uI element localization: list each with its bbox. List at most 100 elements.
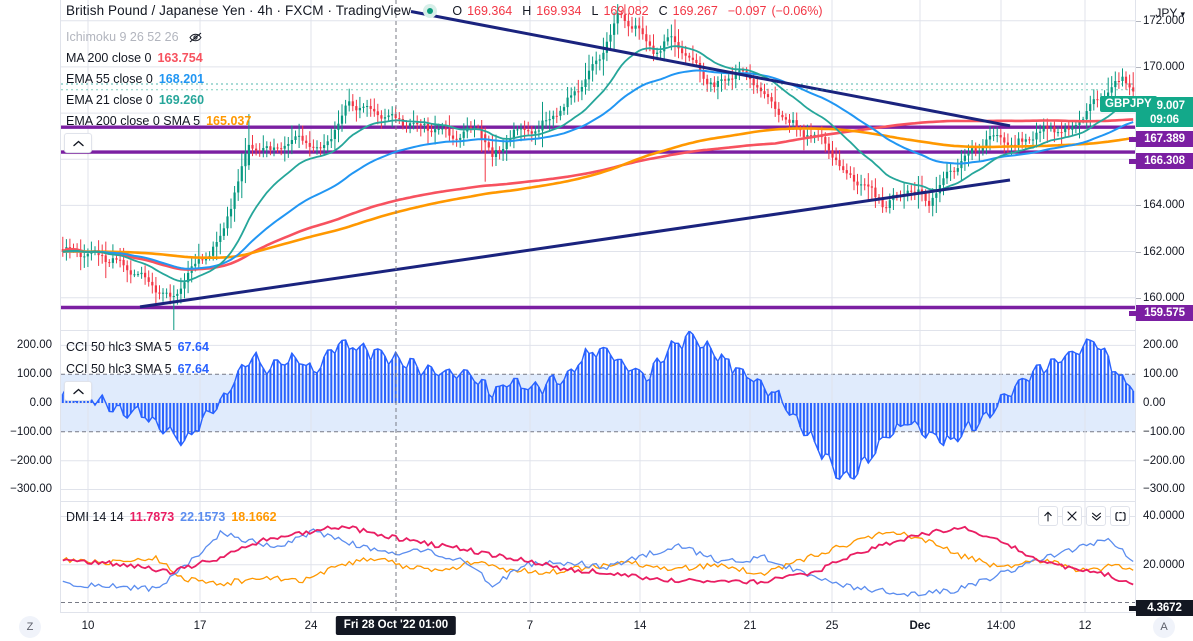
legend-ema200-value: 165.037 — [206, 114, 252, 128]
left-axis-divider — [60, 0, 61, 641]
collapse-icon[interactable] — [1086, 506, 1106, 526]
legend-cci-2[interactable]: CCI 50 hlc3 SMA 5 67.64 — [66, 362, 209, 376]
dmi-pane-toolbar[interactable] — [1038, 506, 1130, 526]
timezone-label: Z — [26, 621, 34, 633]
legend-ema21-value: 169.260 — [158, 93, 205, 107]
up-arrow-icon[interactable] — [1038, 506, 1058, 526]
maximize-icon[interactable] — [1110, 506, 1130, 526]
level-price-tag-159[interactable]: 159.575 — [1129, 305, 1193, 321]
pane-divider-1 — [0, 330, 1193, 331]
level-price-tag-166[interactable]: 166.308 — [1129, 153, 1193, 169]
cci-pane-collapse-button[interactable] — [64, 381, 92, 401]
cci-axis-label-right: 0.00 — [1143, 397, 1166, 410]
cci-pane[interactable] — [61, 331, 1135, 501]
cci-axis-label-left: 100.00 — [16, 368, 52, 381]
legend-ema200[interactable]: EMA 200 close 0 SMA 5 165.037 — [66, 114, 251, 128]
ohlc-change-pct: (−0.06%) — [771, 4, 823, 18]
ohlc-c-key: C — [658, 4, 668, 18]
legend-dmi-label: DMI 14 14 — [66, 510, 124, 524]
price-axis-label: 170.000 — [1143, 60, 1185, 73]
cci-axis-label-right: 100.00 — [1143, 368, 1179, 381]
current-price-time: 09:06 — [1150, 114, 1179, 126]
dmi-pane[interactable] — [61, 502, 1135, 613]
axis-tick — [1136, 297, 1141, 299]
ohlc-change: −0.097 — [727, 4, 767, 18]
time-axis-label: 7 — [526, 620, 534, 632]
price-pane[interactable] — [61, 0, 1135, 330]
legend-ema55-value: 168.201 — [158, 72, 205, 86]
right-axis-divider — [1135, 0, 1136, 641]
ohlc-c-value: 169.267 — [672, 4, 718, 18]
cci-axis-label-right: 200.00 — [1143, 339, 1179, 352]
legend-dmi-adx-value: 11.7873 — [129, 510, 175, 524]
legend-ma200[interactable]: MA 200 close 0 163.754 — [66, 51, 203, 65]
time-axis[interactable]: Z A 10 17 24 7 14 21 25 Dec 14:00 12 Fri 28 Oct '2… — [0, 613, 1193, 641]
dmi-axis-label: 40.0000 — [1143, 510, 1185, 523]
eye-crossed-icon[interactable] — [189, 32, 202, 46]
price-axis-label: 172.000 — [1143, 14, 1185, 27]
dmi-value-tag-text: 4.3672 — [1147, 602, 1182, 614]
ohlc-l-key: L — [591, 4, 599, 18]
legend-cci-1[interactable]: CCI 50 hlc3 SMA 5 67.64 — [66, 340, 209, 354]
cci-chart-canvas[interactable] — [61, 331, 1135, 501]
currency-selector[interactable]: JPY ▾ — [1155, 6, 1185, 20]
ohlc-o-value: 169.364 — [467, 4, 513, 18]
time-axis-label: 17 — [193, 620, 207, 632]
legend-ema55-label: EMA 55 close 0 — [66, 72, 153, 86]
legend-cci-2-label: CCI 50 hlc3 SMA 5 — [66, 362, 172, 376]
level-159-value: 159.575 — [1144, 307, 1185, 319]
time-axis-label: 14 — [633, 620, 647, 632]
ohlc-values: O 169.364 H 169.934 L 169.082 C 169.267 −0.097 (−… — [452, 4, 827, 18]
dmi-chart-canvas[interactable] — [61, 502, 1135, 613]
legend-ema21[interactable]: EMA 21 close 0 169.260 — [66, 93, 204, 107]
price-chart-canvas[interactable] — [61, 0, 1135, 330]
legend-dmi-diplus-value: 22.1573 — [180, 510, 226, 524]
legend-ichimoku[interactable]: Ichimoku 9 26 52 26 — [66, 30, 202, 46]
legend-cci-1-value: 67.64 — [177, 340, 209, 354]
symbol-price-tag[interactable]: GBPJPY — [1100, 96, 1157, 112]
time-axis-label: 12 — [1078, 620, 1092, 632]
cci-axis-label-right: −300.00 — [1143, 483, 1185, 496]
legend-ema21-label: EMA 21 close 0 — [66, 93, 153, 107]
price-axis-label: 162.000 — [1143, 245, 1185, 258]
ohlc-o-key: O — [452, 4, 463, 18]
auto-scale-button[interactable]: A — [1153, 616, 1175, 638]
close-icon[interactable] — [1062, 506, 1082, 526]
level-price-tag-167[interactable]: 167.389 — [1129, 131, 1193, 147]
ohlc-h-key: H — [522, 4, 532, 18]
cci-axis-label-left: −200.00 — [10, 454, 52, 467]
legend-dmi[interactable]: DMI 14 14 11.7873 22.1573 18.1662 — [66, 510, 277, 524]
price-pane-collapse-button[interactable] — [64, 133, 92, 153]
pane-divider-3 — [0, 612, 1193, 613]
legend-ema55[interactable]: EMA 55 close 0 168.201 — [66, 72, 204, 86]
time-axis-label: 21 — [743, 620, 757, 632]
legend-cci-2-value: 67.64 — [177, 362, 209, 376]
ohlc-l-value: 169.082 — [603, 4, 649, 18]
cci-axis-label-left: −100.00 — [10, 425, 52, 438]
symbol-title[interactable]: British Pound / Japanese Yen · 4h · FXCM… — [66, 3, 412, 18]
dmi-value-tag[interactable]: 4.3672 — [1129, 600, 1193, 616]
axis-tick — [1136, 251, 1141, 253]
market-open-dot — [422, 4, 437, 18]
time-axis-label: 25 — [825, 620, 839, 632]
axis-tick — [1136, 66, 1141, 68]
time-axis-label: 14:00 — [986, 620, 1016, 632]
ohlc-h-value: 169.934 — [536, 4, 582, 18]
cci-axis-label-right: −200.00 — [1143, 454, 1185, 467]
price-axis-label: 164.000 — [1143, 199, 1185, 212]
time-axis-label: 10 — [81, 620, 95, 632]
chart-header: British Pound / Japanese Yen · 4h · FXCM… — [66, 3, 828, 18]
cci-axis-label-left: 200.00 — [16, 339, 52, 352]
auto-scale-label: A — [1160, 621, 1168, 633]
legend-dmi-diminus-value: 18.1662 — [231, 510, 277, 524]
time-axis-label: 24 — [304, 620, 318, 632]
axis-tick — [1136, 205, 1141, 207]
legend-ema200-label: EMA 200 close 0 SMA 5 — [66, 114, 201, 128]
legend-ma200-value: 163.754 — [157, 51, 203, 65]
legend-ma200-label: MA 200 close 0 — [66, 51, 152, 65]
left-price-axis[interactable]: 200.00 100.00 0.00 −100.00 −200.00 −300.00 — [0, 0, 60, 613]
level-166-value: 166.308 — [1144, 155, 1185, 167]
timezone-button[interactable]: Z — [19, 616, 41, 638]
cci-axis-label-right: −100.00 — [1143, 425, 1185, 438]
